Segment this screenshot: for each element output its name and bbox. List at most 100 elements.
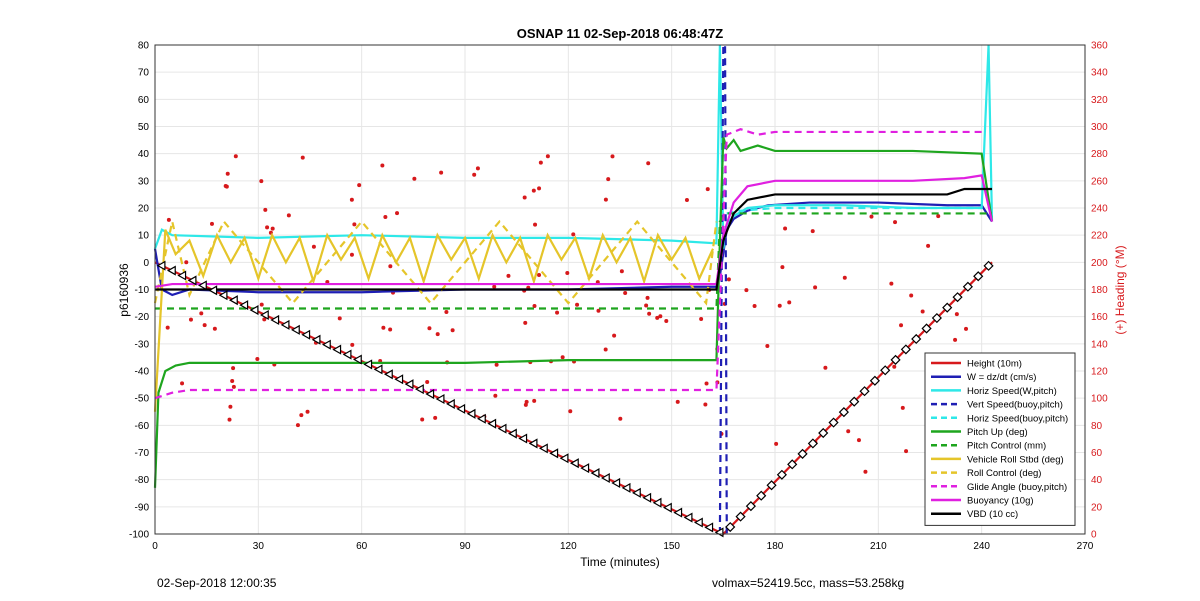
heading-point [350, 342, 355, 347]
dive-marker [311, 334, 321, 345]
climb-marker [869, 375, 880, 386]
heading-point [705, 187, 710, 192]
heading-point [184, 260, 189, 265]
heading-point [703, 402, 708, 407]
dive-marker [508, 428, 517, 439]
y-tick-label-left: -30 [135, 339, 150, 350]
climb-marker [818, 427, 829, 439]
heading-point [619, 269, 624, 274]
heading-point [475, 166, 480, 171]
series-line-1 [153, 201, 993, 297]
climb-marker [942, 302, 953, 313]
climb-marker [983, 260, 994, 271]
heading-point [349, 197, 354, 202]
dive-marker [456, 403, 466, 414]
dive-marker [177, 270, 187, 281]
heading-point [188, 317, 193, 322]
heading-point [684, 197, 689, 202]
heading-point [299, 413, 304, 418]
heading-point [774, 441, 779, 446]
y-tick-label-right: 200 [1091, 258, 1108, 269]
climb-marker [838, 407, 849, 418]
legend-label: Horiz Speed(buoy,pitch) [967, 413, 1068, 424]
heading-point [533, 222, 538, 227]
y-tick-label-right: 240 [1091, 204, 1108, 215]
y-tick-label-left: 10 [138, 231, 150, 242]
y-tick-label-left: 60 [138, 95, 150, 106]
y-tick-label-left: 70 [138, 68, 150, 79]
heading-point [856, 438, 861, 443]
heading-point [212, 326, 217, 331]
y-tick-label-left: -20 [135, 312, 150, 323]
dive-marker [218, 290, 228, 301]
chart-title: OSNAP 11 02-Sep-2018 06:48:47Z [517, 26, 723, 41]
y-tick-label-right: 120 [1091, 367, 1108, 378]
heading-point [349, 252, 354, 257]
dive-marker [632, 487, 641, 498]
heading-point [575, 302, 580, 307]
heading-point [311, 244, 316, 249]
heading-point [231, 384, 236, 389]
dive-marker [270, 314, 280, 325]
dive-marker [167, 265, 176, 276]
heading-point [889, 281, 894, 286]
dive-marker [663, 502, 672, 513]
y-tick-label-left: 40 [138, 149, 150, 160]
heading-point [765, 343, 770, 348]
dive-marker [549, 448, 559, 459]
dive-marker [353, 354, 362, 365]
climb-marker [962, 281, 973, 292]
heading-point [357, 183, 362, 188]
y-tick-label-left: -40 [135, 367, 150, 378]
climb-marker [952, 292, 963, 303]
dive-marker [425, 389, 435, 400]
heading-point [537, 186, 542, 191]
heading-point [647, 311, 652, 316]
dive-marker [301, 329, 311, 340]
heading-point [412, 176, 417, 181]
heading-point [202, 323, 207, 328]
heading-point [565, 270, 570, 275]
climb-marker [797, 448, 808, 459]
bottom-axis-ticks: 0 30 60 90 120 150 180 210 240 270 [152, 541, 1094, 552]
dive-marker [642, 492, 652, 503]
heading-point [381, 325, 386, 330]
heading-point [645, 295, 650, 300]
y-tick-label-right: 140 [1091, 339, 1108, 350]
heading-point [783, 226, 788, 231]
heading-scatter [165, 154, 969, 474]
dive-marker [239, 300, 249, 311]
heading-point [300, 155, 305, 160]
heading-point [262, 317, 267, 322]
legend-label: Roll Control (deg) [967, 468, 1041, 479]
climb-marker [921, 323, 932, 334]
heading-point [492, 284, 497, 289]
heading-point [936, 214, 941, 219]
heading-point [493, 393, 498, 398]
dive-marker [249, 305, 259, 316]
heading-point [227, 417, 232, 422]
y-tick-label-right: 100 [1091, 394, 1108, 405]
dive-marker [487, 418, 497, 429]
heading-point [532, 303, 537, 308]
series-lines [153, 43, 994, 536]
trajectory-markers [156, 260, 994, 538]
x-axis-label: Time (minutes) [580, 555, 660, 569]
heading-point [846, 429, 851, 434]
dive-marker [621, 482, 631, 493]
series-line-2 [153, 44, 994, 250]
heading-point [863, 469, 868, 474]
dive-marker [435, 393, 445, 405]
legend: Height (10m) W = dz/dt (cm/s) Horiz Speed(… [924, 352, 1076, 526]
heading-point [892, 364, 897, 369]
heading-point [904, 449, 909, 454]
heading-point [337, 316, 342, 321]
heading-point [531, 188, 536, 193]
climb-marker [828, 417, 839, 428]
dive-marker [322, 339, 331, 350]
heading-point [259, 302, 264, 307]
legend-label: Height (10m) [967, 359, 1022, 370]
dive-marker [373, 364, 383, 375]
heading-point [618, 416, 623, 421]
y-axis-label-right: (+) Heading (°M) [1113, 245, 1127, 334]
